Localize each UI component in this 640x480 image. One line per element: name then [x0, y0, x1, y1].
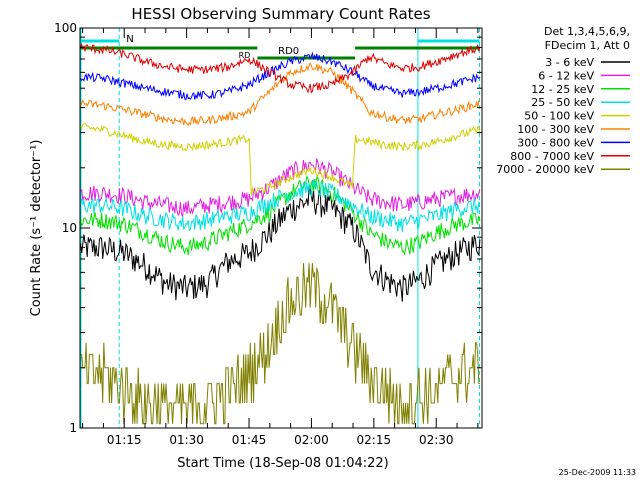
- x-tick-label: 01:15: [107, 433, 142, 447]
- y-axis-label: Count Rate (s⁻¹ detector⁻¹): [29, 140, 44, 317]
- legend: Det 1,3,4,5,6,9, FDecim 1, Att 0 3 - 6 k…: [496, 25, 630, 176]
- y-tick-label: 1: [69, 421, 77, 435]
- legend-label: 3 - 6 keV: [545, 56, 594, 69]
- legend-label: 12 - 25 keV: [531, 83, 594, 96]
- y-axis-ticks: 1 10 100: [54, 21, 482, 435]
- x-tick-label: 02:30: [419, 433, 454, 447]
- series-line-5: [80, 122, 481, 196]
- series-line-9: [80, 263, 480, 425]
- legend-header-line-1: Det 1,3,4,5,6,9,: [544, 25, 630, 38]
- x-tick-label: 01:45: [232, 433, 267, 447]
- x-axis-label: Start Time (18-Sep-08 01:04:22): [177, 456, 388, 471]
- legend-header-line-2: FDecim 1, Att 0: [545, 39, 630, 52]
- legend-label: 800 - 7000 keV: [510, 150, 594, 163]
- series-line-4: [80, 178, 481, 233]
- legend-label: 7000 - 20000 keV: [496, 163, 594, 176]
- chart-title: HESSI Observing Summary Count Rates: [131, 5, 430, 23]
- legend-label: 50 - 100 keV: [524, 110, 594, 123]
- x-tick-label: 01:30: [169, 433, 204, 447]
- y-tick-label: 10: [62, 221, 77, 235]
- series-line-1: [80, 187, 481, 302]
- series-line-8: [80, 42, 481, 94]
- legend-label: 6 - 12 keV: [538, 69, 594, 82]
- y-tick-label: 100: [54, 21, 77, 35]
- x-axis-ticks: 01:15 01:30 01:45 02:00 02:15 02:30: [82, 28, 479, 447]
- flag-label: RD0: [278, 46, 299, 57]
- footer-timestamp: 25-Dec-2009 11:33: [559, 468, 636, 477]
- legend-label: 300 - 800 keV: [517, 136, 594, 149]
- flag-label: RD: [239, 51, 251, 60]
- legend-label: 25 - 50 keV: [531, 96, 594, 109]
- x-tick-label: 02:15: [357, 433, 392, 447]
- series-line-6: [80, 61, 481, 126]
- series-layer: [80, 42, 481, 425]
- legend-label: 100 - 300 keV: [517, 123, 594, 136]
- series-line-3: [80, 175, 481, 256]
- x-tick-label: 02:00: [294, 433, 329, 447]
- series-line-2: [80, 158, 481, 218]
- series-line-7: [80, 51, 481, 101]
- flag-label: N: [126, 34, 133, 45]
